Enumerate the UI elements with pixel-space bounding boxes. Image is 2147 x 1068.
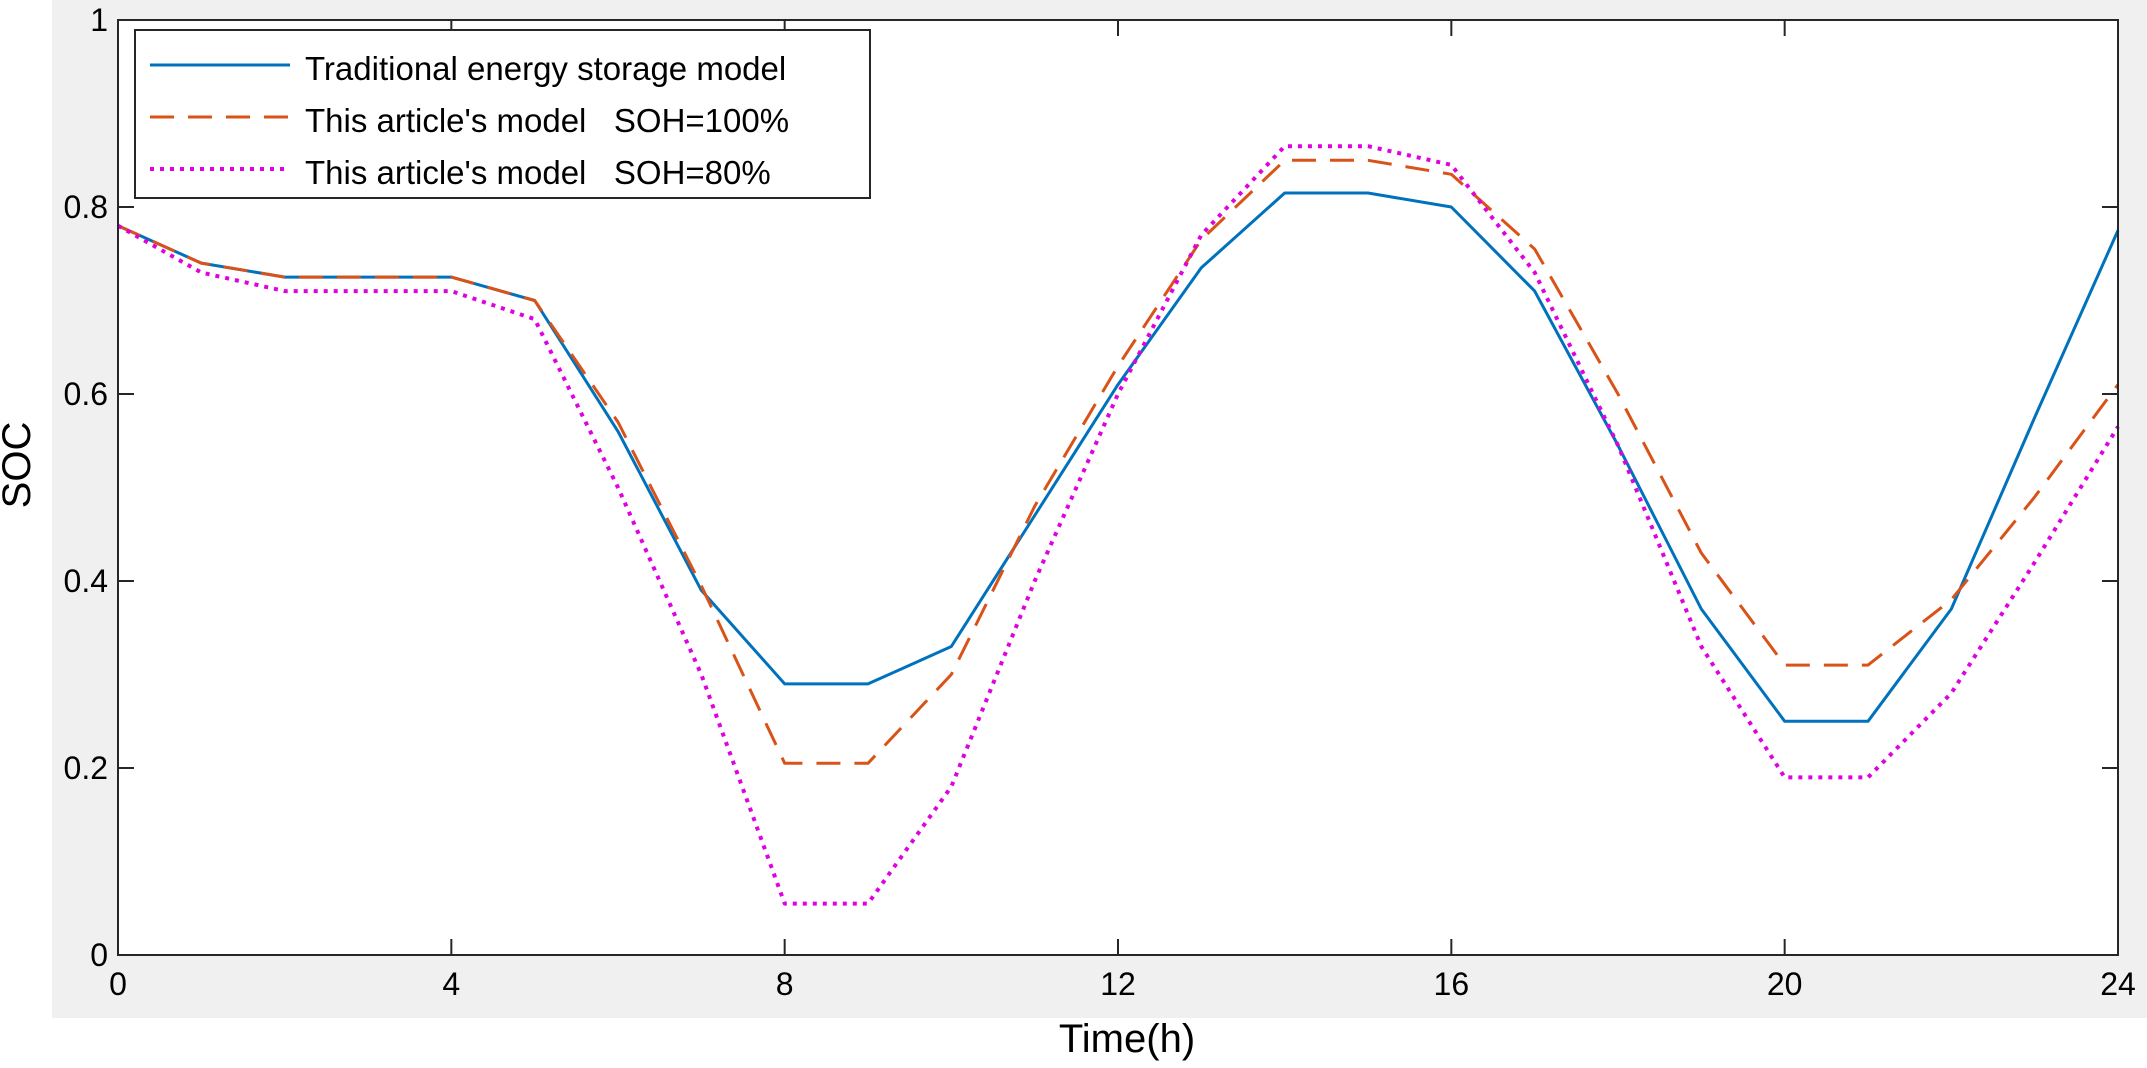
y-tick-label: 0.6 — [64, 376, 108, 412]
plot-frame — [117, 19, 2119, 956]
x-tick-label: 12 — [1100, 966, 1136, 1002]
series-line-1 — [117, 158, 2120, 765]
y-tick-label: 0.2 — [64, 750, 108, 786]
x-tick-label: 8 — [776, 966, 794, 1002]
x-axis-label: Time(h) — [1059, 1017, 1195, 1061]
y-tick-label: 0 — [90, 937, 108, 973]
x-tick-label: 24 — [2100, 966, 2136, 1002]
y-tick-label: 0.4 — [64, 563, 108, 599]
legend-label-soh80: This article's model SOH=80% — [305, 154, 771, 191]
x-tick-label: 20 — [1767, 966, 1803, 1002]
legend-label-soh100: This article's model SOH=100% — [305, 102, 789, 139]
y-axis-label: SOC — [0, 422, 39, 509]
legend-box — [134, 29, 871, 199]
series-layer — [117, 144, 2120, 906]
legend: Traditional energy storage model This ar… — [134, 29, 871, 199]
legend-label-traditional: Traditional energy storage model — [305, 50, 786, 87]
y-tick-label: 1 — [90, 2, 108, 38]
x-axis-ticks: 0 4 8 12 16 20 24 — [109, 20, 2136, 1002]
y-tick-label: 0.8 — [64, 189, 108, 225]
y-axis-ticks: 0 0.2 0.4 0.6 0.8 1 — [64, 2, 2118, 973]
x-tick-label: 0 — [109, 966, 127, 1002]
x-tick-label: 4 — [442, 966, 460, 1002]
x-tick-label: 16 — [1434, 966, 1470, 1002]
